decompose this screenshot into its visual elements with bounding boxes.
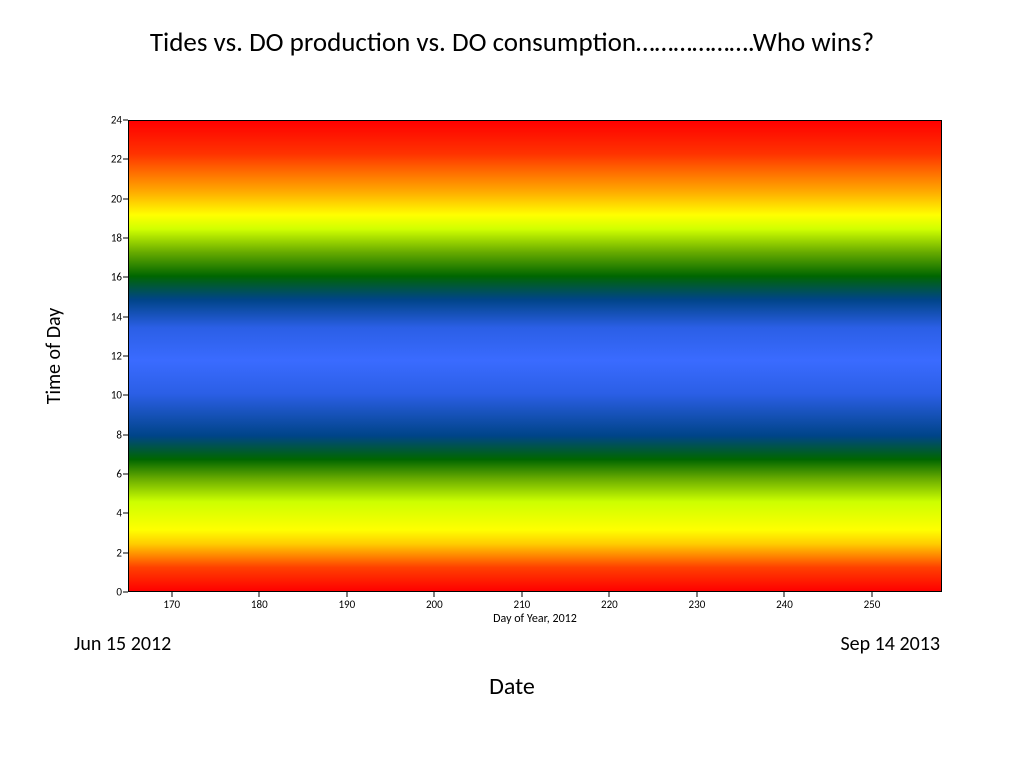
- x-tick-mark: [609, 592, 610, 597]
- x-tick-label: 240: [776, 598, 793, 611]
- y-tick-label: 10: [111, 389, 122, 402]
- x-tick-mark: [434, 592, 435, 597]
- y-axis: 024681012141618202224: [100, 120, 128, 592]
- y-tick-mark: [123, 474, 128, 475]
- date-range-end: Sep 14 2013: [840, 632, 940, 656]
- y-tick-mark: [123, 356, 128, 357]
- y-tick-label: 6: [116, 468, 122, 481]
- y-tick-label: 2: [116, 546, 122, 559]
- x-tick-mark: [696, 592, 697, 597]
- y-tick-label: 22: [111, 153, 122, 166]
- y-tick-mark: [123, 120, 128, 121]
- y-tick-label: 4: [116, 507, 122, 520]
- x-tick-label: 210: [513, 598, 530, 611]
- y-tick-mark: [123, 198, 128, 199]
- x-axis-sublabel: Day of Year, 2012: [128, 612, 942, 626]
- x-tick-mark: [346, 592, 347, 597]
- y-tick-label: 18: [111, 232, 122, 245]
- x-tick-label: 220: [601, 598, 618, 611]
- y-tick-label: 24: [111, 114, 122, 127]
- x-tick-label: 190: [338, 598, 355, 611]
- y-axis-label: Time of Day: [42, 308, 66, 405]
- x-tick-mark: [784, 592, 785, 597]
- heatmap-svg: [129, 121, 941, 591]
- x-tick-label: 250: [864, 598, 881, 611]
- x-tick-mark: [521, 592, 522, 597]
- x-tick-label: 170: [163, 598, 180, 611]
- y-tick-mark: [123, 238, 128, 239]
- page-title: Tides vs. DO production vs. DO consumpti…: [0, 26, 1024, 59]
- y-tick-mark: [123, 316, 128, 317]
- y-tick-mark: [123, 434, 128, 435]
- y-tick-mark: [123, 513, 128, 514]
- heatmap-plot: [128, 120, 942, 592]
- x-tick-label: 230: [689, 598, 706, 611]
- date-range-start: Jun 15 2012: [74, 632, 171, 656]
- y-tick-label: 8: [116, 428, 122, 441]
- y-tick-mark: [123, 277, 128, 278]
- y-tick-label: 0: [116, 586, 122, 599]
- x-tick-label: 200: [426, 598, 443, 611]
- x-tick-label: 180: [251, 598, 268, 611]
- y-tick-mark: [123, 159, 128, 160]
- y-tick-mark: [123, 395, 128, 396]
- y-tick-label: 12: [111, 350, 122, 363]
- x-tick-mark: [171, 592, 172, 597]
- y-tick-mark: [123, 552, 128, 553]
- x-tick-mark: [259, 592, 260, 597]
- y-tick-label: 14: [111, 310, 122, 323]
- y-tick-label: 16: [111, 271, 122, 284]
- x-tick-mark: [871, 592, 872, 597]
- y-tick-label: 20: [111, 192, 122, 205]
- x-axis-label: Date: [0, 672, 1024, 701]
